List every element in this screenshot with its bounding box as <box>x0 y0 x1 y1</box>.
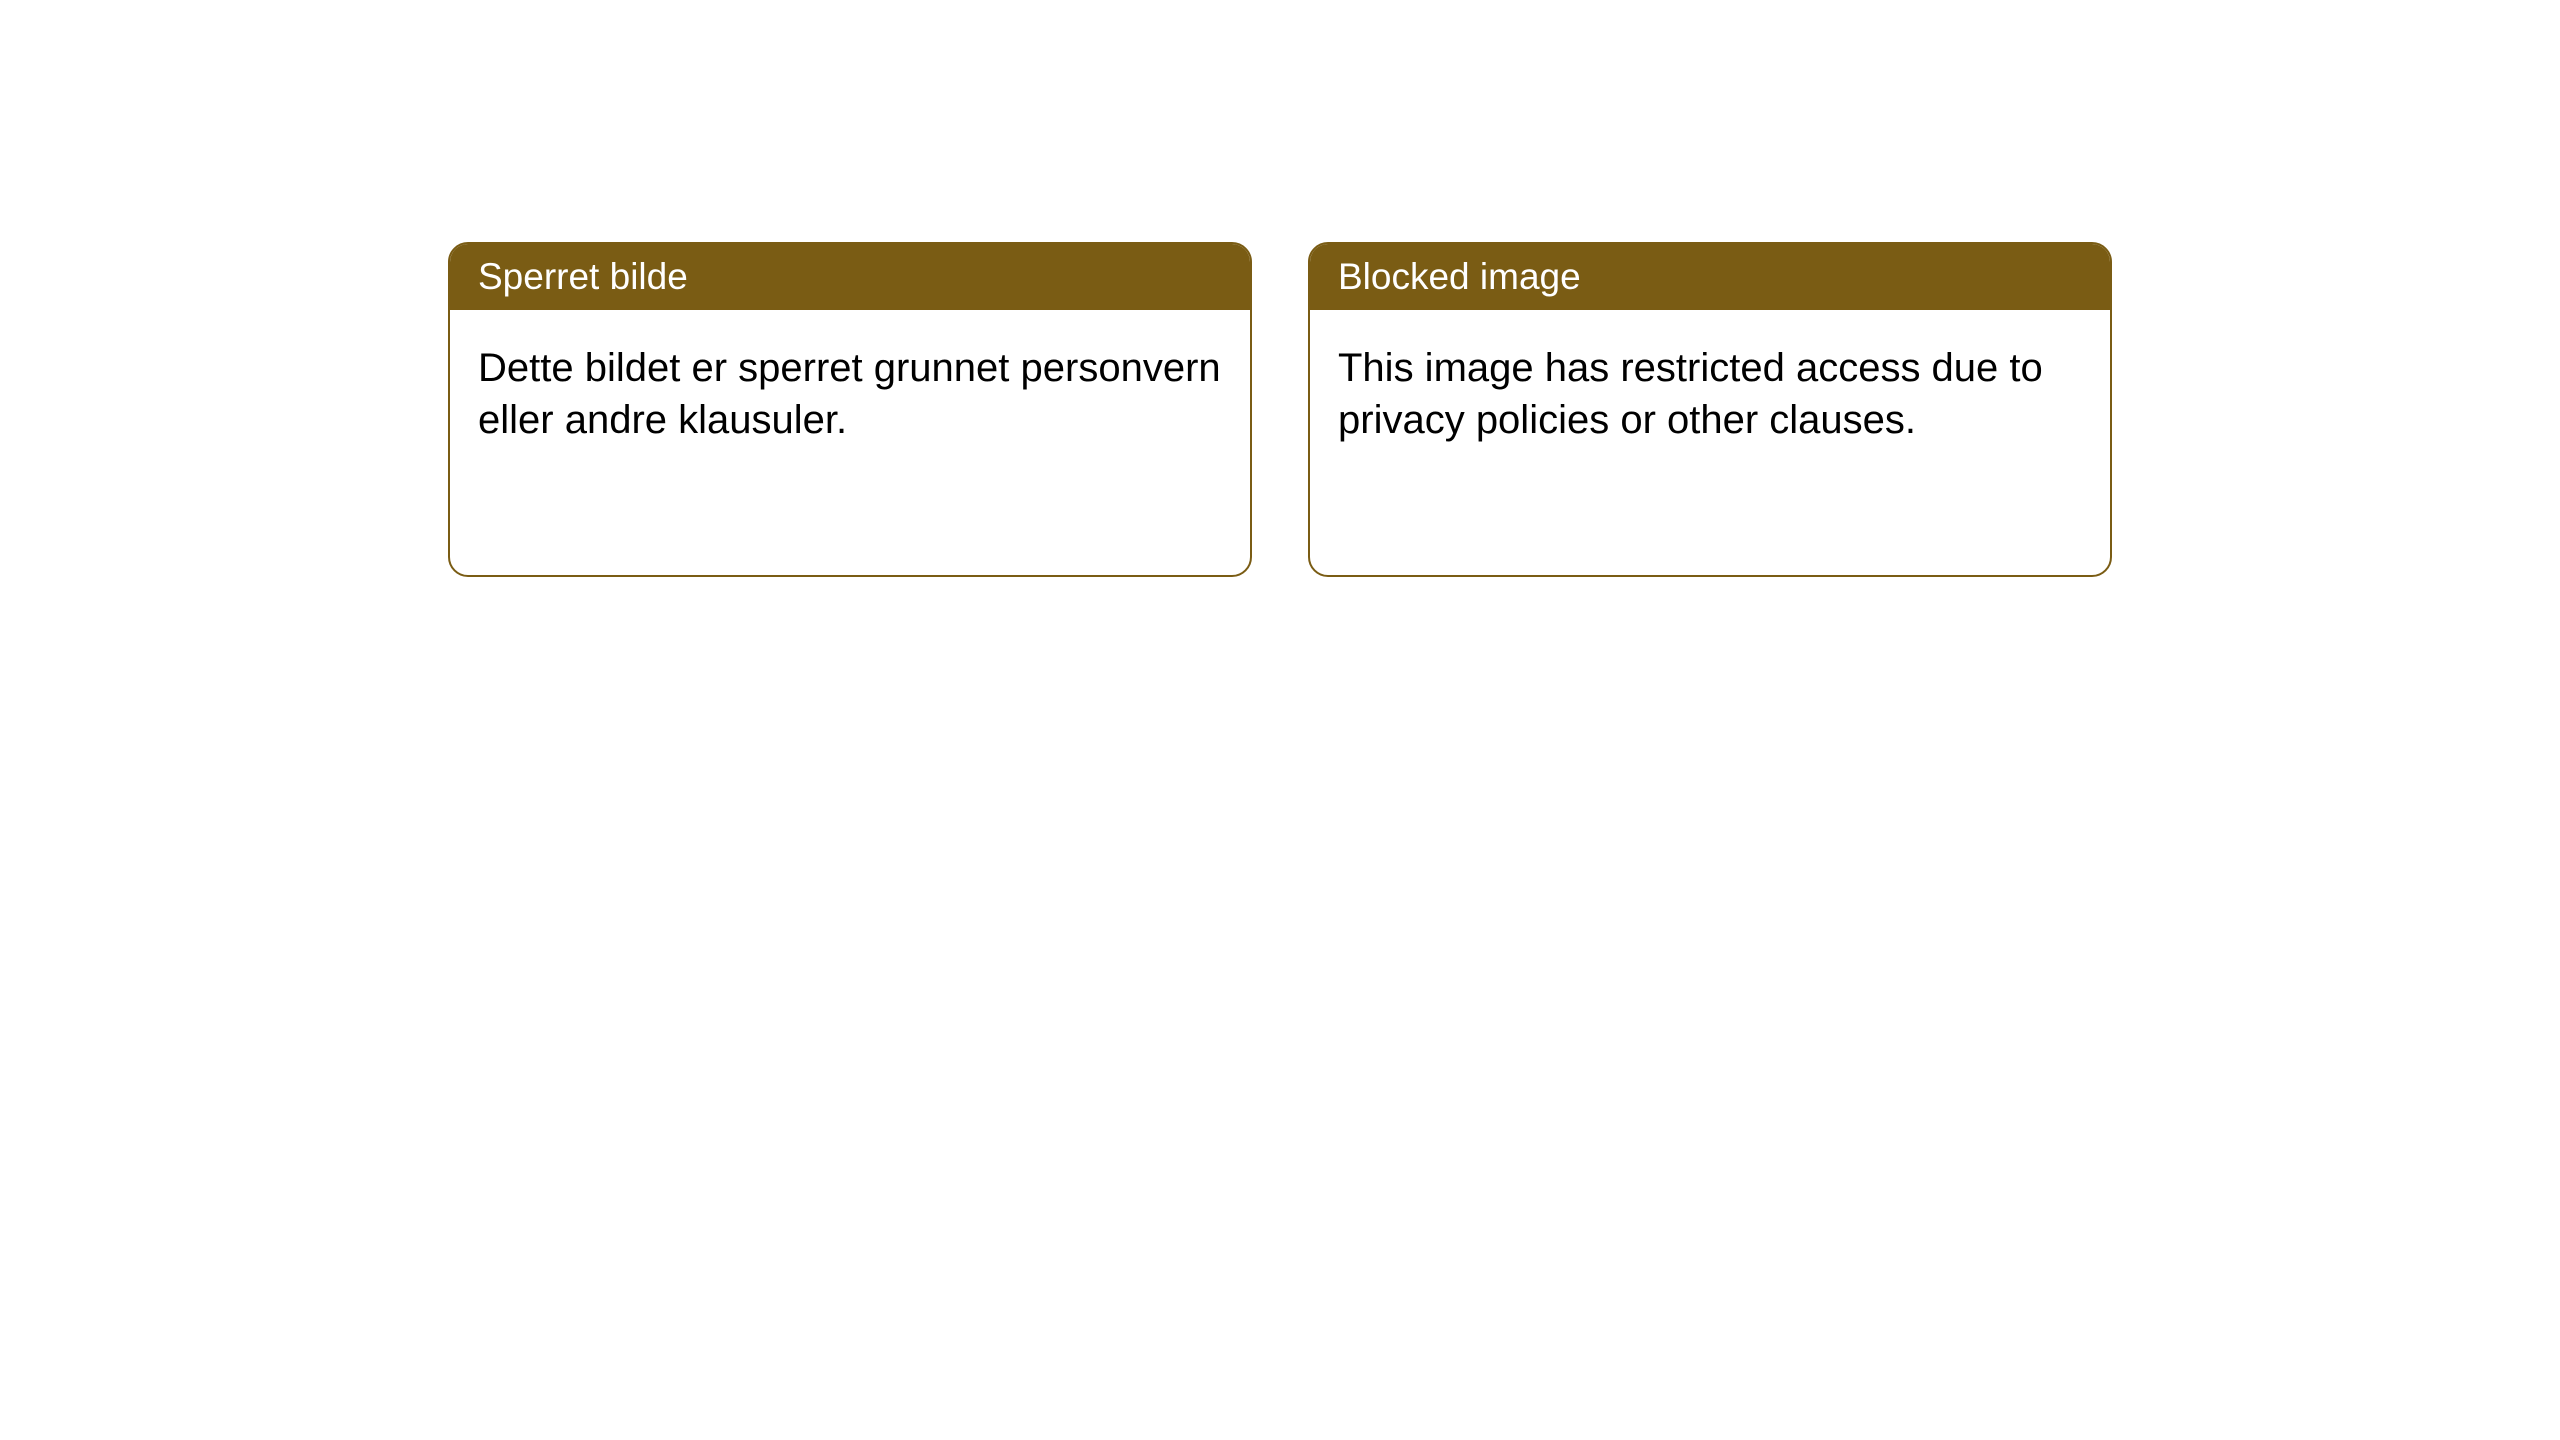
notice-card-norwegian: Sperret bilde Dette bildet er sperret gr… <box>448 242 1252 577</box>
card-body: This image has restricted access due to … <box>1310 310 2110 478</box>
notice-cards-row: Sperret bilde Dette bildet er sperret gr… <box>448 242 2112 577</box>
card-title: Blocked image <box>1338 256 1581 297</box>
card-header: Sperret bilde <box>450 244 1250 310</box>
card-body-text: This image has restricted access due to … <box>1338 346 2043 442</box>
card-title: Sperret bilde <box>478 256 688 297</box>
card-body: Dette bildet er sperret grunnet personve… <box>450 310 1250 478</box>
card-body-text: Dette bildet er sperret grunnet personve… <box>478 346 1221 442</box>
card-header: Blocked image <box>1310 244 2110 310</box>
notice-card-english: Blocked image This image has restricted … <box>1308 242 2112 577</box>
